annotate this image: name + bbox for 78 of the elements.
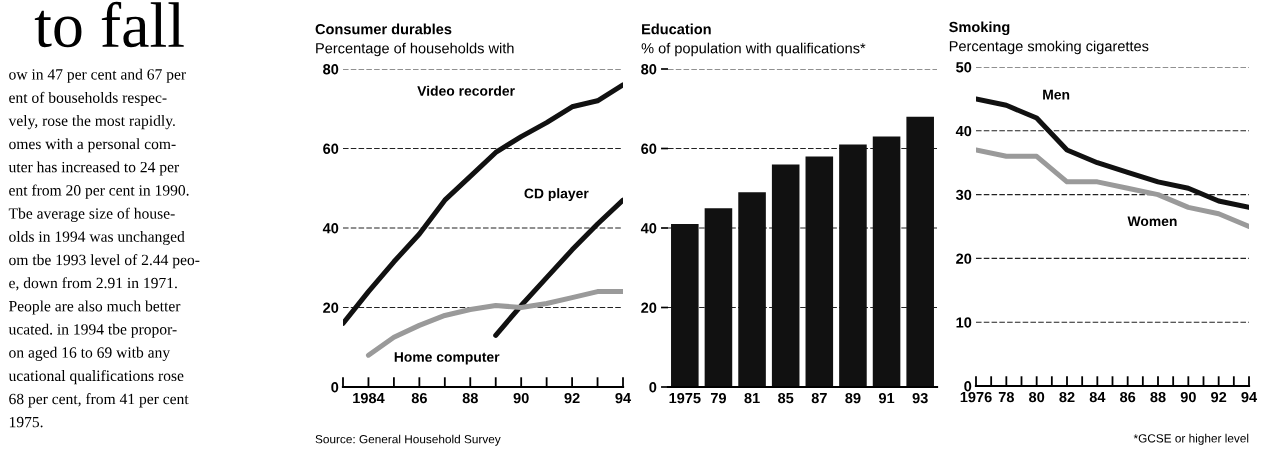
y-tick-label: 40 [955, 125, 972, 137]
y-tick-label: 80 [323, 64, 339, 75]
chart-subtitle: Percentage smoking cigarettes [949, 40, 1149, 55]
x-tick-label: 78 [998, 391, 1014, 403]
text: olds in 1994 was unchanged [9, 230, 185, 246]
series-label: Home computer [394, 352, 500, 365]
text: 68 per cent, from 41 per cent [9, 393, 189, 408]
chart-title: Smoking [949, 21, 1010, 36]
chart-subtitle: Percentage of households with [316, 42, 514, 57]
text: *GCSE or higher level [1133, 433, 1249, 445]
chart-title: Education [642, 23, 711, 35]
text: 1975. [9, 416, 43, 428]
x-tick-label: 1984 [353, 392, 385, 404]
x-tick-label: 1975 [669, 392, 701, 404]
x-tick-label: 85 [778, 392, 794, 404]
text: omes with a personal com- [9, 138, 176, 153]
y-tick-label: 0 [964, 381, 972, 392]
y-tick-label: 10 [956, 317, 972, 328]
y-tick-label: 40 [640, 223, 657, 234]
text: ent from 20 per cent in 1990. [9, 184, 189, 199]
y-tick-label: 60 [641, 143, 657, 154]
bar [771, 164, 800, 387]
text: uter has increased to 24 per [8, 161, 180, 176]
x-tick-label: 86 [411, 392, 427, 404]
x-tick-label: 82 [1059, 391, 1075, 403]
x-tick-label: 81 [744, 392, 760, 404]
x-tick-label: 84 [1089, 391, 1106, 403]
y-tick-label: 30 [955, 189, 972, 201]
x-tick-label: 92 [1211, 391, 1227, 403]
text: Video recorder [417, 85, 515, 96]
text: on aged 16 to 69 witb any [9, 346, 171, 361]
x-tick-label: 79 [710, 392, 727, 404]
y-tick-label: 80 [641, 64, 657, 75]
bar [872, 136, 901, 387]
series-label: Men [1043, 89, 1070, 100]
x-tick-label: 90 [1180, 391, 1196, 403]
x-tick-label: 1976 [960, 391, 992, 403]
text: om tbe 1993 level of 2.44 peo- [9, 254, 200, 269]
bar [671, 224, 699, 387]
x-tick-label: 86 [1120, 391, 1136, 403]
y-tick-label: 60 [323, 143, 339, 154]
x-tick-label: 94 [615, 392, 632, 404]
y-tick-label: 0 [331, 382, 339, 393]
text: ent of bouseholds respec- [9, 91, 167, 107]
x-tick-label: 91 [878, 392, 895, 404]
y-tick-label: 20 [323, 302, 339, 313]
source-note: Source: General Household Survey [315, 434, 501, 446]
text: ucated. in 1994 tbe propor- [8, 323, 177, 338]
text: e, down from 2.91 in 1971. [9, 277, 177, 291]
series-label: Women [1127, 216, 1177, 227]
y-tick-label: 20 [641, 302, 657, 313]
text: vely, rose the most rapidly. [8, 115, 175, 130]
text: to fall [34, 1, 184, 48]
bar [805, 156, 834, 387]
bar [738, 192, 766, 387]
text: ucational qualifications rose [8, 369, 184, 385]
x-tick-label: 94 [1241, 391, 1258, 403]
x-tick-label: 87 [811, 392, 827, 404]
bar [839, 144, 867, 387]
x-tick-label: 90 [513, 392, 529, 404]
y-tick-label: 0 [649, 382, 657, 393]
y-tick-label: 50 [956, 62, 972, 73]
x-tick-label: 80 [1029, 391, 1045, 403]
x-tick-label: 92 [564, 392, 580, 404]
text: Tbe average size of house- [8, 207, 175, 222]
chart-subtitle: % of population with qualifications* [641, 42, 866, 57]
series-label: CD player [524, 188, 589, 202]
chart-title: Consumer durables [315, 23, 452, 35]
y-tick-label: 20 [956, 253, 972, 264]
x-tick-label: 88 [462, 392, 478, 404]
bar [704, 208, 733, 387]
x-tick-label: 89 [845, 392, 861, 404]
text: ow in 47 per cent and 67 per [9, 68, 186, 83]
text: People are also much better [9, 300, 181, 315]
x-tick-label: 93 [912, 392, 928, 404]
x-tick-label: 88 [1150, 391, 1166, 403]
bar [906, 116, 934, 387]
y-tick-label: 40 [322, 223, 339, 234]
